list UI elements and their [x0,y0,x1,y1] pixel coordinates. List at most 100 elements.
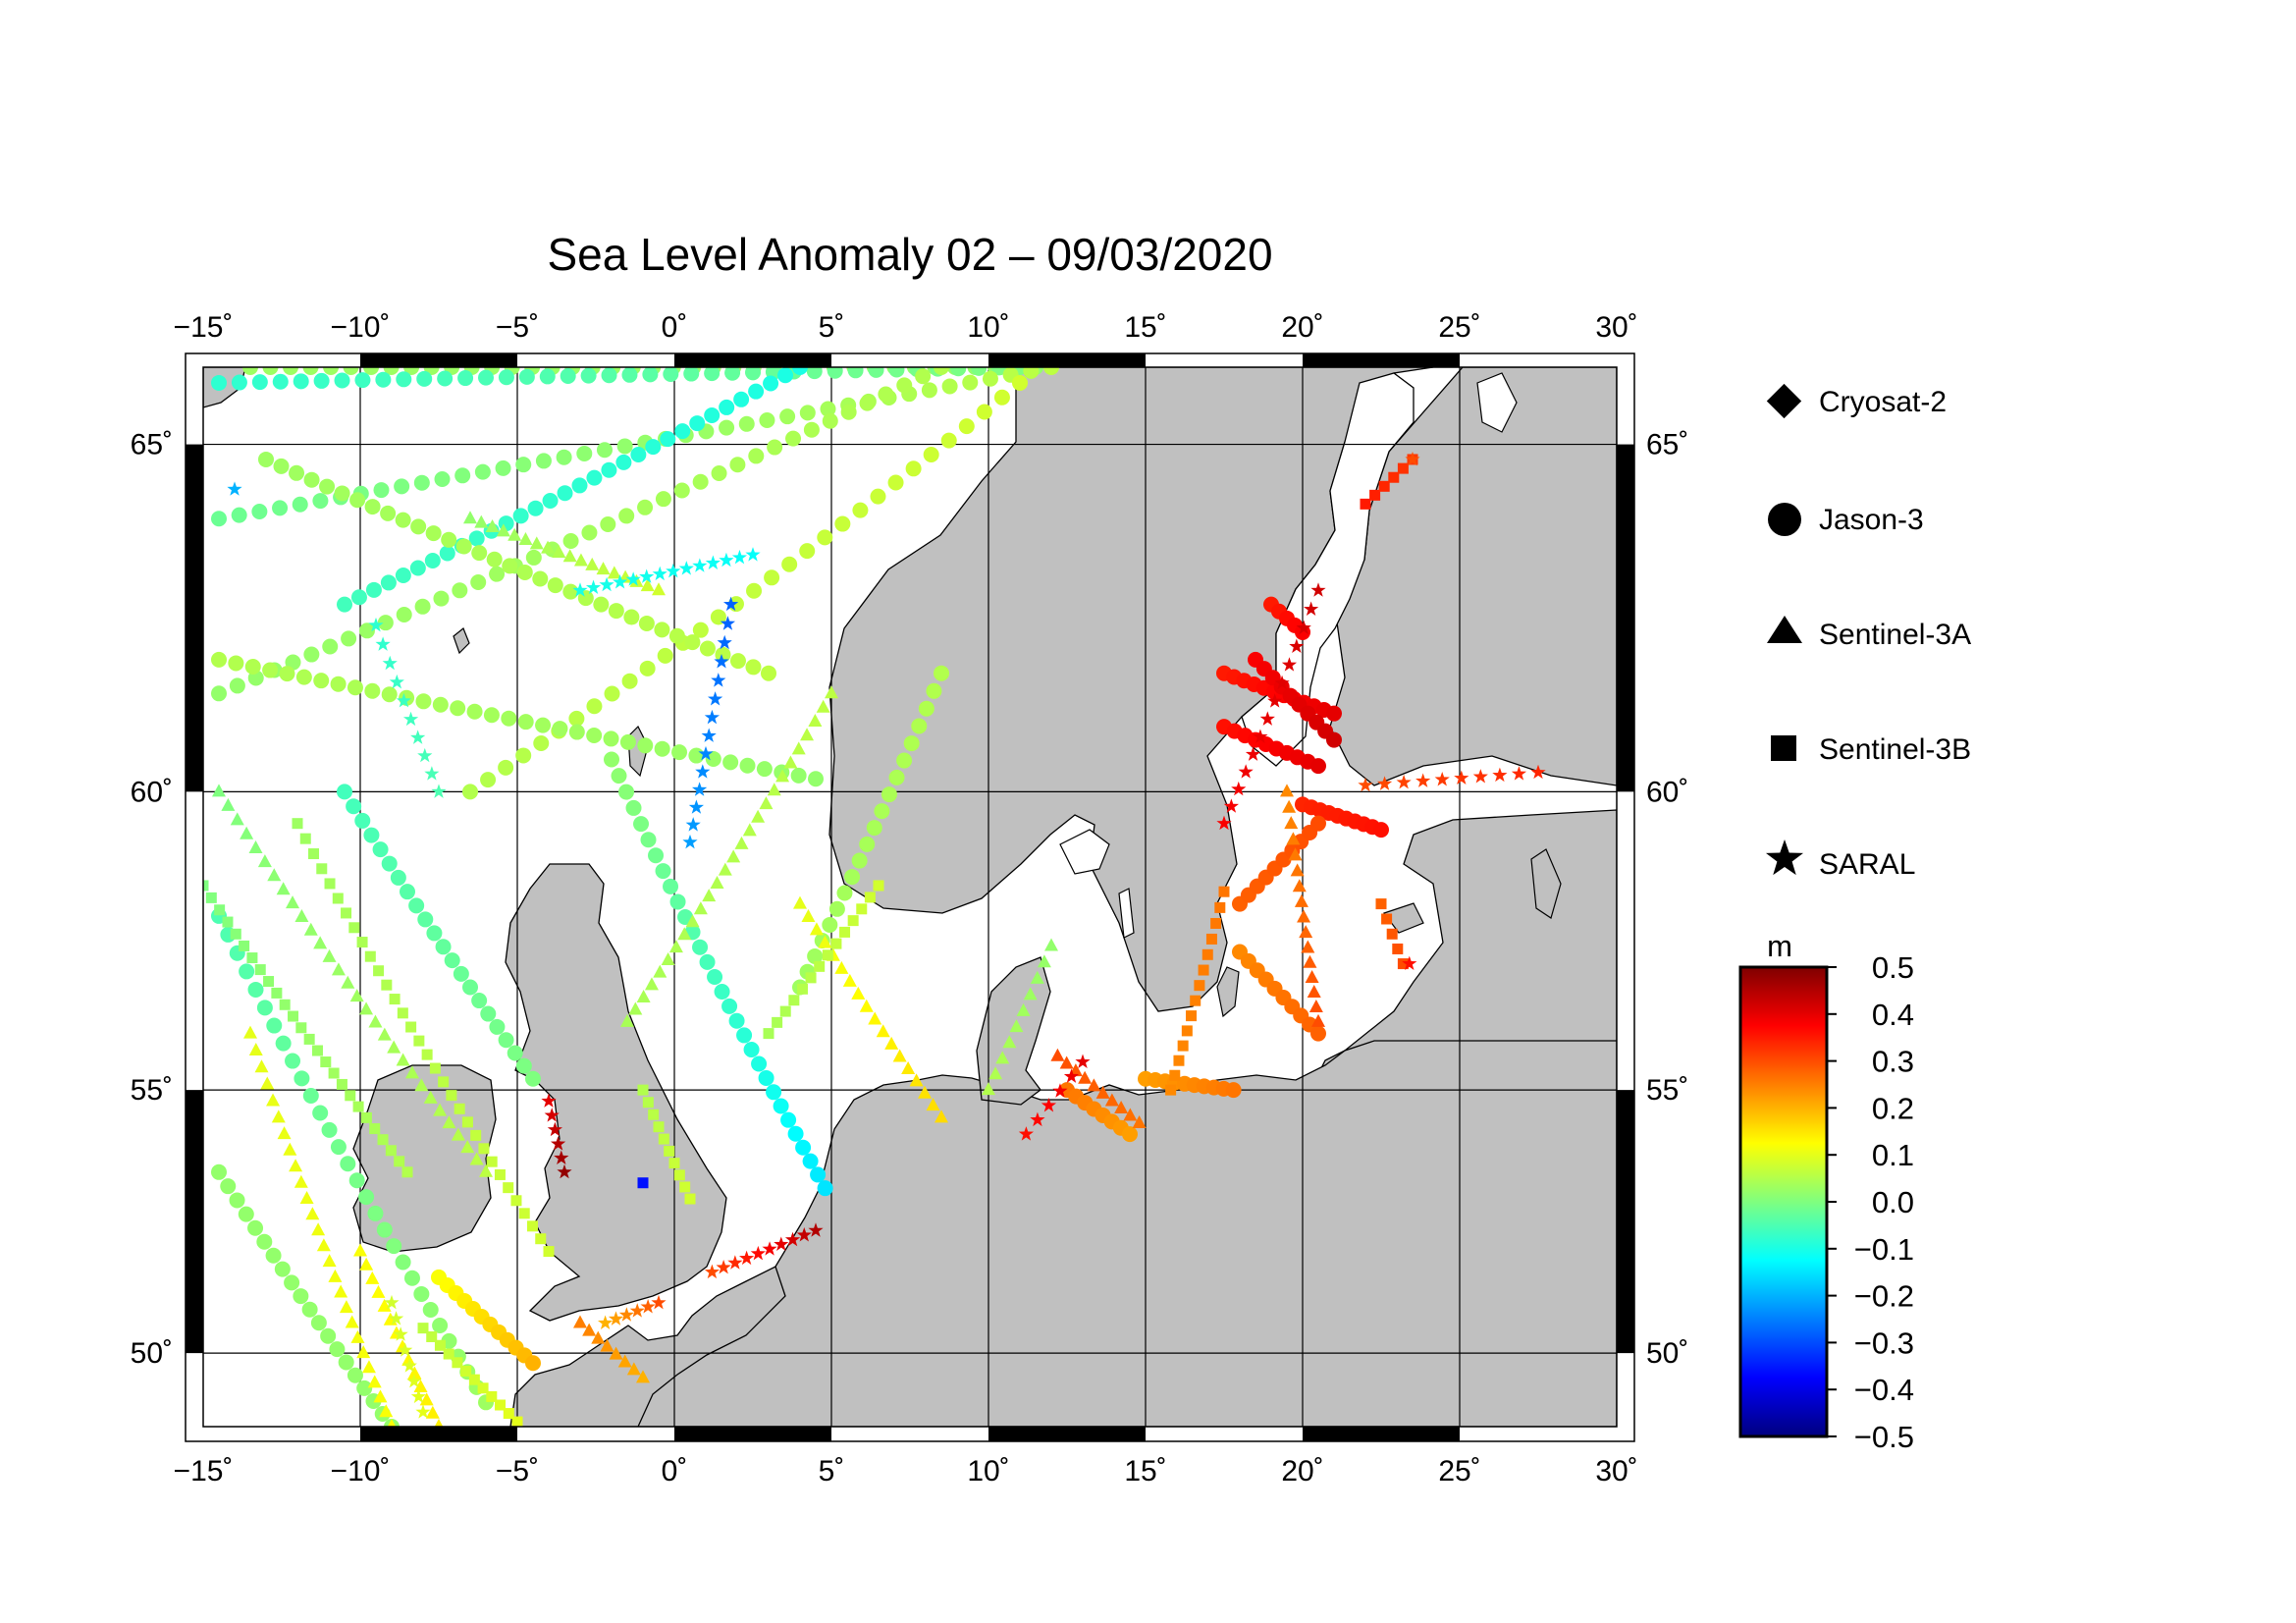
sentinel-3a-point [260,1076,275,1090]
jason-3-point [655,863,671,880]
jason-3-point [642,367,659,383]
sentinel-3b-point [438,1076,450,1088]
x-tick-label: −5˚ [496,1455,539,1488]
sentinel-3a-point [419,1392,434,1406]
sentinel-3a-point [926,1098,940,1111]
sentinel-3a-point [433,1103,448,1116]
jason-3-point [637,499,654,515]
jason-3-point [365,581,382,598]
jason-3-point [692,939,709,955]
jason-3-point [556,449,572,465]
sentinel-3b-point [470,1129,482,1141]
sentinel-3b-point [684,1193,696,1205]
jason-3-point [619,733,636,750]
jason-3-point [820,401,836,417]
colorbar-ticks: 0.5 0.4 0.3 0.2 0.1 0.0 −0.1 −0.2 −0.3 −0.4 −0.5 [1827,950,1914,1454]
x-tick-label: 10˚ [967,311,1009,344]
sentinel-3b-point [830,938,842,949]
sentinel-3a-point [305,1207,320,1220]
frame-segment-top [1303,353,1460,367]
sentinel-3a-point [460,1140,475,1154]
sentinel-3a-point [808,714,823,728]
sentinel-3a-point [600,1338,614,1352]
sentinel-3a-point [661,951,675,965]
jason-3-point [320,1327,337,1344]
jason-3-point [363,367,380,375]
legend-item-sentinel-3a: Sentinel-3A [1767,616,1971,651]
jason-3-point [525,1355,541,1372]
jason-3-point [444,952,460,969]
jason-3-point [295,669,312,685]
jason-3-point [603,730,619,747]
sentinel-3b-point [1397,958,1409,970]
colorbar: m 0.5 0.4 0.3 0.2 0.1 0.0 −0.1 −0.2 −0.3 −0.4 −0.5 [1738,929,1914,1454]
jason-3-point [432,696,449,713]
jason-3-point [274,1261,291,1277]
sentinel-3a-point [609,1346,623,1360]
jason-3-point [516,564,533,580]
sentinel-3a-point [289,1159,303,1172]
jason-3-point [471,993,488,1009]
jason-3-point [684,634,701,651]
jason-3-point [1122,1126,1138,1143]
jason-3-point [489,566,506,582]
jason-3-point [655,491,671,508]
sentinel-3a-point [901,1060,916,1074]
sentinel-3b-point [1378,480,1390,492]
sentinel-3b-point [421,1049,433,1060]
jason-3-point [657,647,673,664]
jason-3-point [896,752,913,769]
jason-3-point [787,1125,804,1142]
sentinel-3b-point [446,1090,457,1102]
sentinel-3b-point [486,1390,498,1402]
sentinel-3a-point [404,1065,419,1079]
jason-3-point [422,1302,439,1319]
sentinel-3a-point [677,927,692,941]
jason-3-point [539,368,556,385]
sentinel-3a-point [1016,1002,1031,1016]
jason-3-point [552,721,568,737]
sentinel-3a-point [434,1419,444,1427]
x-tick-label: 0˚ [662,311,688,344]
sentinel-3a-point [1132,1114,1147,1128]
sentinel-3a-point [607,566,621,579]
x-tick-label: 20˚ [1281,1455,1323,1488]
jason-3-point [1012,374,1028,391]
jason-3-point [803,421,820,438]
jason-3-point [502,558,518,574]
land-france [509,1266,786,1427]
jason-3-point [220,1178,237,1195]
sentinel-3a-point [1044,938,1058,951]
y-tick-label: 60˚ [1646,776,1688,808]
sentinel-3a-point [909,1073,924,1087]
jason-3-point [416,370,433,387]
sentinel-3b-point [1169,1069,1181,1081]
jason-3-point [330,1139,347,1156]
legend-item-jason-3: Jason-3 [1768,503,1924,536]
jason-3-point [748,448,765,464]
jason-3-point [341,630,357,647]
jason-3-point [616,438,633,455]
jason-3-point [586,469,603,486]
map-title: Sea Level Anomaly 02 – 09/03/2020 [547,229,1272,280]
sentinel-3b-point [356,937,368,948]
jason-3-point [692,473,709,490]
colorbar-tick-label: 0.4 [1872,998,1914,1032]
jason-3-point [408,897,425,914]
jason-3-point [294,1070,310,1087]
jason-3-point [262,662,279,678]
sentinel-3a-point [414,1078,429,1092]
jason-3-point [608,603,624,620]
jason-3-point [343,367,359,375]
jason-3-point [231,374,247,391]
circle-symbol-icon [1768,503,1801,536]
jason-3-point [648,847,665,864]
jason-3-point [1023,367,1040,379]
jason-3-point [266,1017,283,1034]
colorbar-gradient [1738,965,1829,1438]
sentinel-3b-point [856,903,868,915]
jason-3-point [779,408,796,425]
jason-3-point [330,676,347,692]
sentinel-3b-point [873,880,884,892]
jason-3-point [836,885,853,901]
